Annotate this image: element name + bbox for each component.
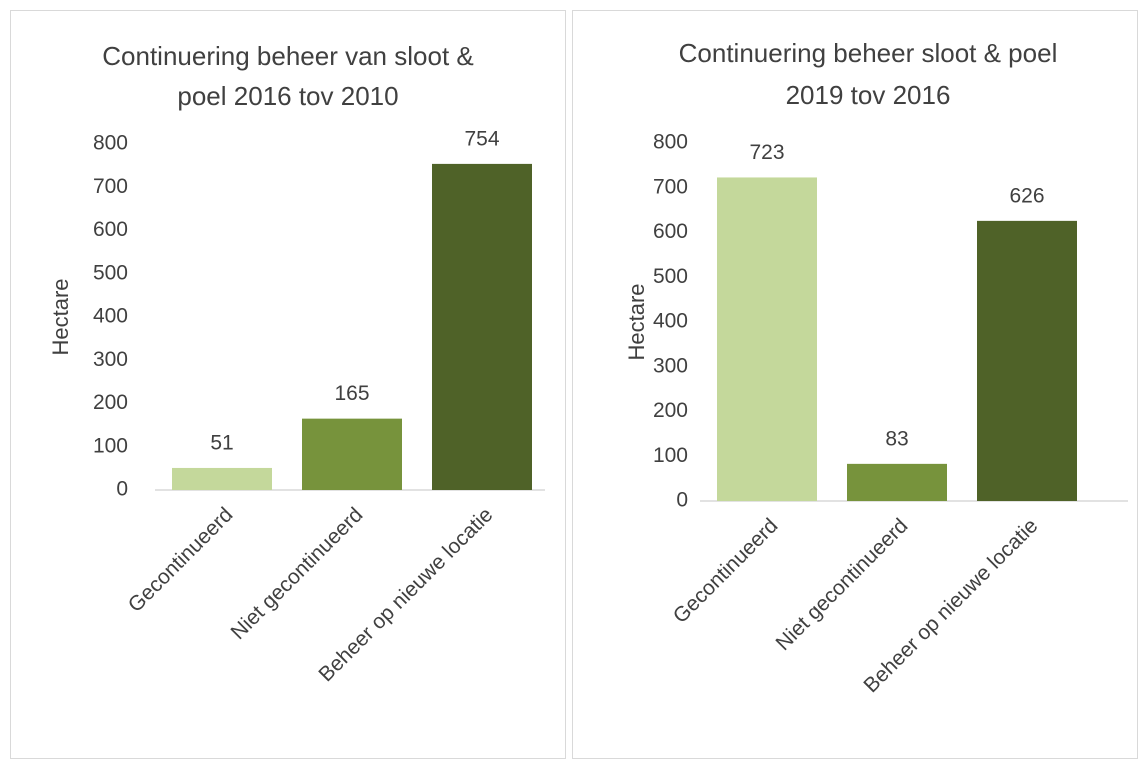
data-label: 723: [749, 141, 784, 164]
y-tick-label: 600: [653, 220, 688, 243]
y-tick-label: 200: [653, 399, 688, 422]
y-tick-label: 0: [116, 478, 128, 501]
chart-title: Continuering beheer van sloot &: [102, 41, 473, 71]
bar: [172, 467, 272, 490]
y-tick-label: 500: [93, 261, 128, 284]
y-tick-label: 200: [93, 391, 128, 414]
y-axis-label: Hectare: [48, 278, 73, 355]
y-tick-label: 700: [653, 175, 688, 198]
chart-title: poel 2016 tov 2010: [177, 81, 398, 111]
y-tick-label: 400: [93, 305, 128, 328]
bar: [717, 177, 817, 501]
data-label: 165: [334, 382, 369, 405]
bar: [302, 418, 402, 490]
chart-title: Continuering beheer sloot & poel: [679, 38, 1058, 68]
data-label: 51: [210, 431, 233, 454]
y-tick-label: 300: [93, 348, 128, 371]
data-label: 626: [1009, 184, 1044, 207]
bar: [977, 220, 1077, 502]
y-tick-label: 100: [653, 444, 688, 467]
data-label: 754: [464, 127, 499, 150]
y-tick-label: 800: [653, 131, 688, 154]
y-tick-label: 400: [653, 310, 688, 333]
y-tick-label: 800: [93, 132, 128, 155]
y-axis-label: Hectare: [624, 283, 649, 360]
bar: [432, 163, 532, 490]
y-tick-label: 0: [676, 489, 688, 512]
y-tick-label: 300: [653, 354, 688, 377]
bar: [847, 463, 947, 501]
y-tick-label: 500: [653, 265, 688, 288]
y-tick-label: 600: [93, 218, 128, 241]
data-label: 83: [885, 427, 908, 450]
y-tick-label: 700: [93, 175, 128, 198]
chart-title: 2019 tov 2016: [786, 80, 951, 110]
y-tick-label: 100: [93, 434, 128, 457]
